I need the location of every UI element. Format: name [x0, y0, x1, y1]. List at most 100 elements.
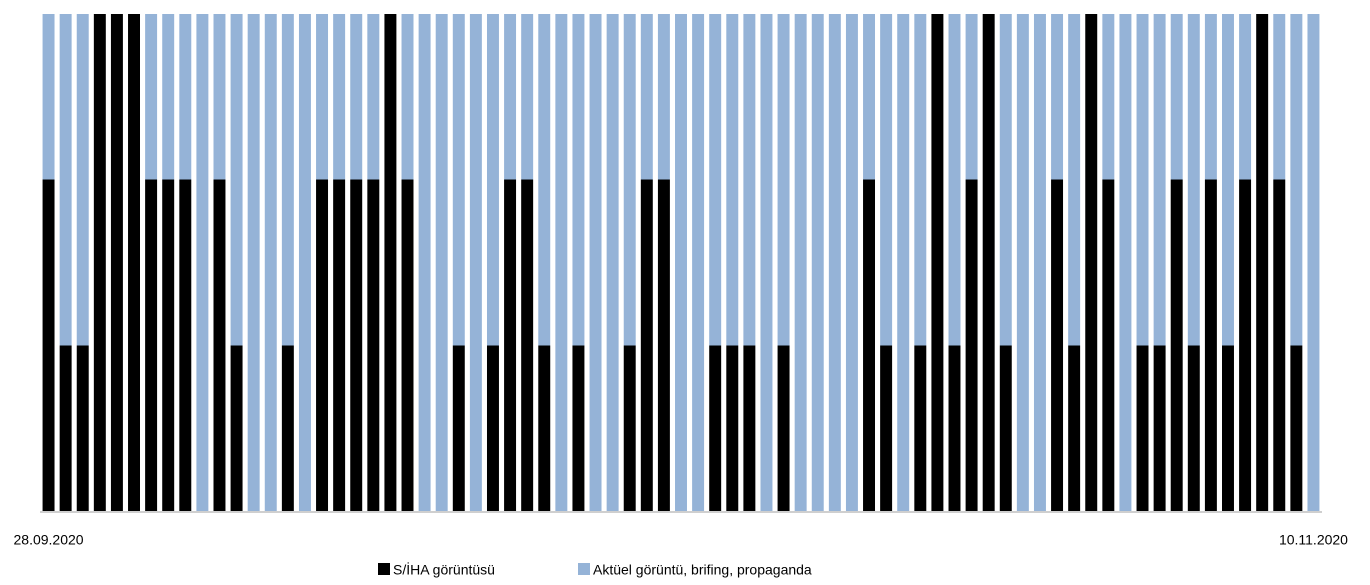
bar-segment	[42, 14, 55, 180]
legend-label: S/İHA görüntüsü	[393, 561, 495, 578]
bar-segment	[863, 179, 876, 511]
bar-segment	[828, 14, 841, 511]
bar-segment	[59, 14, 72, 346]
bar-segment	[316, 179, 329, 511]
bar-segment	[350, 14, 363, 180]
bar-segment	[110, 14, 123, 511]
bar-segment	[230, 14, 243, 346]
bar-segment	[1085, 14, 1098, 511]
bar-segment	[675, 14, 687, 511]
bar-segment	[1051, 179, 1064, 511]
bar-segment	[1153, 14, 1166, 346]
bar-segment	[418, 14, 431, 511]
bar-segment	[1256, 14, 1269, 511]
bar-segment	[743, 345, 756, 511]
bar-segment	[1170, 14, 1183, 180]
bar-segment	[657, 179, 670, 511]
bar-segment	[623, 345, 636, 511]
bar-segment	[435, 14, 448, 511]
bar-segment	[333, 179, 346, 511]
bar-segment	[145, 14, 158, 180]
bar-segment	[1290, 14, 1303, 346]
bar-segment	[726, 345, 739, 511]
bar-segment	[948, 345, 961, 511]
bar-segment	[743, 14, 756, 346]
bar-segment	[1102, 14, 1115, 180]
bar-segment	[486, 14, 499, 346]
bar-segment	[281, 14, 294, 346]
bar-segment	[93, 14, 106, 511]
bar-segment	[572, 14, 585, 346]
bar-segment	[1033, 14, 1046, 511]
bar-segment	[623, 14, 636, 346]
bar-segment	[709, 345, 722, 511]
bar-segment	[213, 14, 226, 180]
bar-segment	[1222, 14, 1234, 346]
bar-segment	[1136, 345, 1149, 511]
bar-segment	[504, 14, 517, 180]
bar-segment	[469, 14, 482, 511]
bar-segment	[999, 14, 1012, 346]
bar-segment	[521, 179, 534, 511]
bar-segment	[367, 179, 380, 511]
bar-segment	[401, 179, 414, 511]
bar-segment	[880, 14, 893, 346]
bar-segment	[640, 179, 653, 511]
bar-segment	[247, 14, 260, 511]
bar-segment	[538, 14, 551, 346]
bar-segment	[1068, 345, 1081, 511]
bar-segment	[1273, 14, 1286, 180]
bar-segment	[931, 14, 944, 511]
legend-swatch	[378, 563, 390, 575]
bar-segment	[726, 14, 739, 346]
bar-segment	[1068, 14, 1081, 346]
bar-segment	[128, 14, 140, 511]
bar-segment	[196, 14, 209, 511]
bar-segment	[1187, 14, 1200, 346]
bar-segment	[589, 14, 602, 511]
bar-segment	[281, 345, 294, 511]
bar-segment	[76, 14, 89, 346]
bar-segment	[179, 179, 192, 511]
bar-segment	[162, 14, 175, 180]
bar-segment	[452, 14, 465, 346]
bar-segment	[555, 14, 568, 511]
bar-segment	[863, 14, 876, 180]
bar-segment	[965, 179, 978, 511]
bar-segment	[914, 345, 927, 511]
legend-label: Aktüel görüntü, brifing, propaganda	[593, 562, 812, 578]
bar-segment	[213, 179, 226, 511]
bar-segment	[179, 14, 192, 180]
bar-segment	[1290, 345, 1303, 511]
bar-segment	[1102, 179, 1115, 511]
bar-segment	[1222, 345, 1234, 511]
bar-segment	[486, 345, 499, 511]
bar-segment	[76, 345, 89, 511]
bar-segment	[504, 179, 517, 511]
bar-segment	[914, 14, 927, 346]
bar-segment	[264, 14, 277, 511]
bar-segment	[640, 14, 653, 180]
bar-segment	[897, 14, 910, 511]
bar-segment	[1016, 14, 1029, 511]
bar-segment	[1153, 345, 1166, 511]
bar-segment	[777, 345, 790, 511]
bar-segment	[452, 345, 465, 511]
x-tick-label: 28.09.2020	[14, 532, 84, 548]
bar-segment	[845, 14, 858, 511]
bar-segment	[145, 179, 158, 511]
bar-segment	[59, 345, 72, 511]
bar-segment	[1187, 345, 1200, 511]
bar-segment	[1051, 14, 1064, 180]
bar-segment	[384, 14, 397, 511]
bar-segment	[760, 14, 773, 511]
legend-swatch	[578, 563, 590, 575]
bar-segment	[948, 14, 961, 346]
bar-segment	[1273, 179, 1286, 511]
bar-segment	[350, 179, 363, 511]
bar-segment	[1119, 14, 1132, 511]
bar-segment	[162, 179, 175, 511]
bar-segment	[794, 14, 807, 511]
bar-segment	[230, 345, 243, 511]
bar-segment	[316, 14, 329, 180]
